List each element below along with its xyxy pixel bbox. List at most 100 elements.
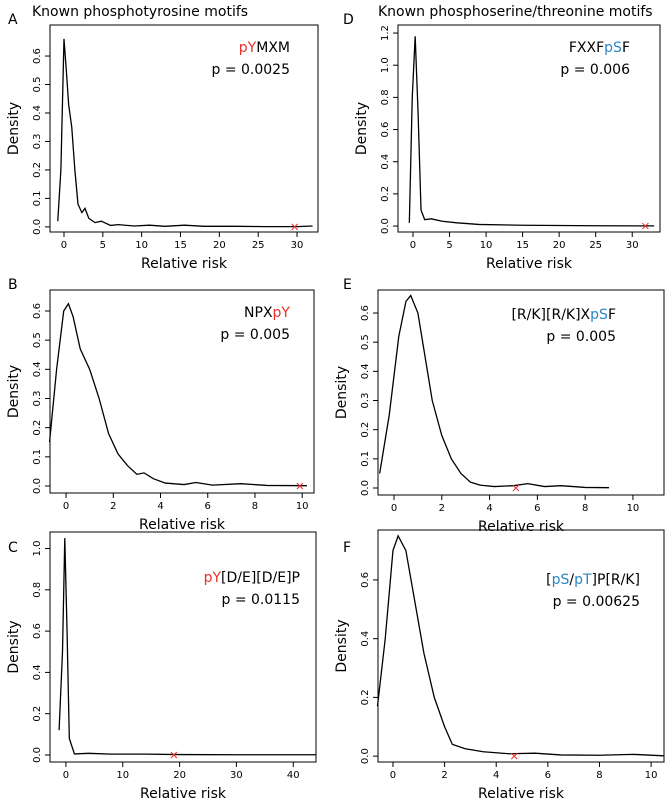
x-axis-label: Relative risk [486,256,573,272]
x-tick-label: 5 [446,240,452,251]
y-tick-label: 0.3 [360,393,371,409]
y-tick-label: 0.6 [360,305,371,321]
y-tick-label: 1.2 [380,25,391,41]
motif-segment: ]P[R/K] [592,572,640,588]
y-tick-label: 0.2 [32,162,43,178]
x-axis-label: Relative risk [139,517,226,533]
y-tick-label: 0.0 [32,478,43,494]
plot-frame [49,531,317,763]
density-curve [376,534,665,757]
x-axis-label: Relative risk [478,786,565,800]
x-tick-label: 10 [645,770,658,781]
x-tick-label: 6 [534,503,540,514]
density-curve [58,538,316,756]
plot-frame [49,24,319,233]
y-tick-label: 0.2 [360,422,371,438]
y-tick-label: 0.2 [380,186,391,202]
x-axis-label: Relative risk [141,256,228,272]
y-tick-label: 0.0 [380,218,391,234]
y-tick-label: 0.8 [380,89,391,105]
plot-frame [397,24,661,233]
motif-segment: [ [546,572,551,588]
y-tick-label: 0.4 [380,154,391,170]
x-tick-label: 30 [626,240,639,251]
motif-segment: pY [204,570,222,586]
y-tick-label: 1.0 [380,57,391,73]
y-tick-label: 0.5 [32,77,43,93]
x-tick-label: 10 [116,770,129,781]
x-tick-label: 4 [493,770,499,781]
x-tick-label: 8 [582,503,588,514]
plot-frame [377,289,665,496]
panel-letter: F [343,540,351,556]
x-tick-label: 10 [135,240,148,251]
x-tick-label: 25 [252,240,265,251]
y-axis-label: Density [334,619,350,672]
observed-marker [296,482,304,490]
y-tick-label: 0.4 [32,664,43,680]
plot-frame [377,529,665,763]
y-tick-label: 0.0 [360,480,371,496]
y-tick-label: 0.6 [32,303,43,319]
panel-letter: D [343,12,354,28]
p-value: p = 0.005 [546,329,616,345]
plot-frame [49,289,315,494]
density-curve [379,294,610,489]
motif-segment: F [622,40,630,56]
x-tick-label: 4 [157,501,163,512]
p-value: p = 0.00625 [553,594,640,610]
y-tick-label: 0.8 [32,582,43,598]
p-value: p = 0.006 [560,62,630,78]
y-tick-label: 0.4 [360,363,371,379]
x-tick-label: 0 [63,501,69,512]
x-tick-label: 6 [545,770,551,781]
x-tick-label: 5 [100,240,106,251]
observed-marker [642,222,649,230]
y-tick-label: 0.4 [360,631,371,647]
x-tick-label: 8 [252,501,258,512]
panel-letter: A [8,12,18,28]
density-curve [57,38,313,228]
x-tick-label: 15 [516,240,529,251]
motif-segment: pT [574,572,592,588]
observed-marker [291,223,299,231]
x-tick-label: 20 [173,770,186,781]
y-axis-label: Density [6,365,22,418]
y-tick-label: 0.2 [32,420,43,436]
motif-label: [pS/pT]P[R/K] [546,572,640,588]
y-tick-label: 0.1 [32,449,43,465]
y-tick-label: 0.4 [32,361,43,377]
motif-label: [R/K][R/K]XpSF [511,307,616,323]
x-tick-label: 6 [205,501,211,512]
x-tick-label: 20 [213,240,226,251]
panel-letter: B [8,277,18,293]
y-axis-label: Density [6,102,22,155]
density-curve [48,302,307,487]
y-tick-label: 0.1 [32,190,43,206]
x-tick-label: 0 [410,240,416,251]
y-tick-label: 0.0 [32,219,43,235]
y-axis-label: Density [354,102,370,155]
x-tick-label: 15 [174,240,187,251]
x-tick-label: 10 [480,240,493,251]
y-tick-label: 1.0 [32,541,43,557]
y-axis-label: Density [6,620,22,673]
motif-segment: pY [273,305,291,321]
y-tick-label: 0.5 [32,332,43,348]
x-tick-label: 2 [110,501,116,512]
y-tick-label: 0.6 [380,122,391,138]
x-tick-label: 30 [291,240,304,251]
density-curve [408,36,655,227]
y-tick-label: 0.3 [32,134,43,150]
y-tick-label: 0.2 [360,689,371,705]
motif-segment: NPX [244,305,273,321]
motif-label: pY[D/E][D/E]P [204,570,300,586]
motif-segment: pS [552,572,570,588]
p-value: p = 0.005 [220,327,290,343]
x-tick-label: 30 [230,770,243,781]
y-tick-label: 0.6 [32,623,43,639]
observed-marker [170,751,178,759]
panel-letter: E [343,277,352,293]
motif-segment: F [608,307,616,323]
motif-segment: pS [590,307,608,323]
